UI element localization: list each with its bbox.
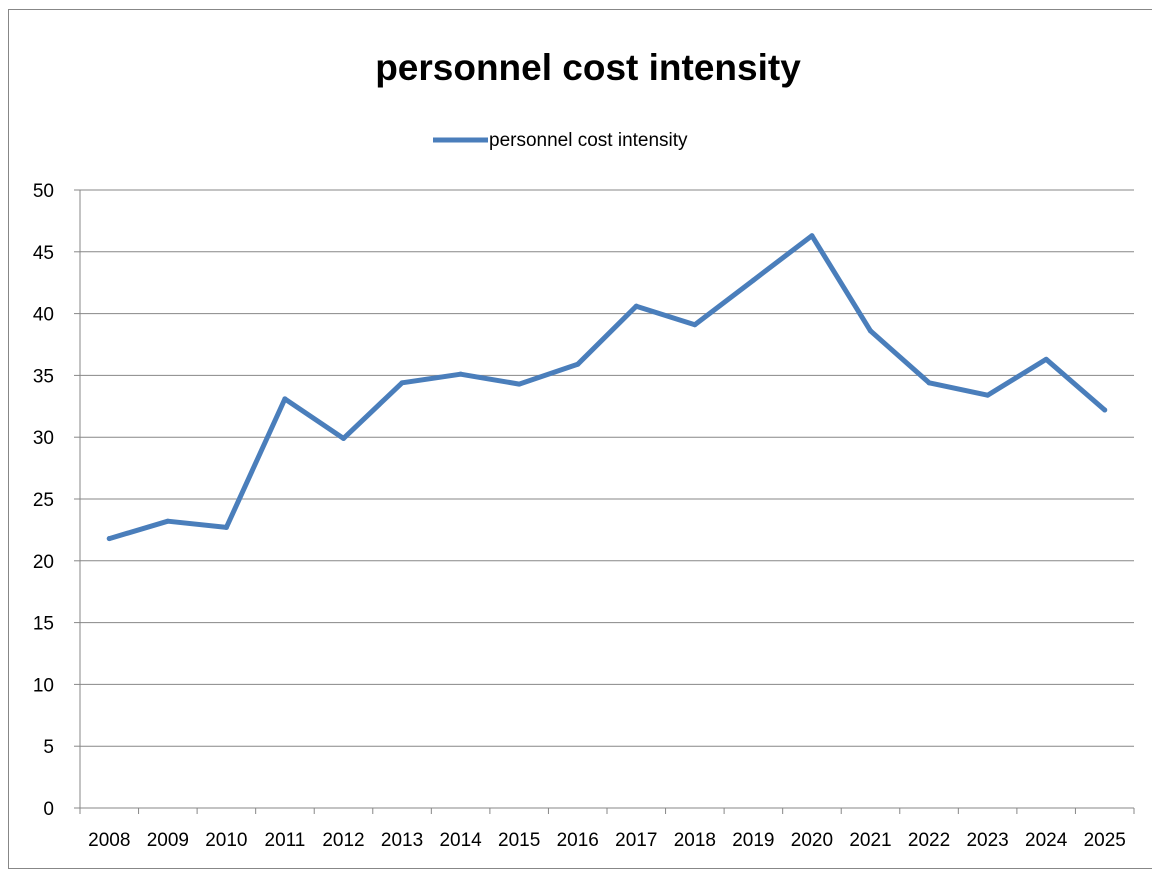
x-tick-label: 2018 [674,830,716,851]
y-axis-ticks: 0 5 10 15 20 25 30 35 40 45 50 [33,181,80,820]
x-tick-label: 2011 [265,830,306,851]
data-point [1043,356,1049,362]
y-tick-label: 45 [33,243,54,264]
y-tick-label: 5 [43,737,54,758]
x-axis-ticks: 2008 2009 2010 2011 2012 2013 2014 2015 2016 2017… [79,808,1135,851]
x-tick-label: 2013 [381,830,423,851]
data-point [165,518,171,524]
x-tick-label: 2017 [615,830,657,851]
y-tick-label: 10 [33,675,54,696]
data-point [282,396,288,402]
x-tick-label: 2015 [498,830,540,851]
x-tick-label: 2024 [1025,830,1068,851]
y-tick-label: 40 [33,305,54,326]
data-point [809,233,815,239]
data-point [458,371,464,377]
series-layer [106,233,1108,542]
y-tick-label: 20 [33,552,54,573]
data-point [692,322,698,328]
data-point [223,524,229,530]
x-tick-label: 2009 [147,830,189,851]
data-point [868,328,873,334]
x-tick-label: 2020 [791,830,833,851]
x-tick-label: 2025 [1084,830,1126,851]
x-tick-label: 2019 [732,830,774,851]
x-tick-label: 2014 [439,830,482,851]
legend: personnel cost intensity [433,130,688,151]
data-point [926,380,932,386]
chart-area [8,9,1152,869]
series-line [106,233,1108,542]
y-tick-label: 0 [43,799,54,820]
legend-label: personnel cost intensity [489,130,688,151]
gridlines [80,189,1134,747]
data-point [106,536,112,542]
data-point [750,277,756,283]
chart-title: personnel cost intensity [375,47,801,88]
x-tick-label: 2022 [908,830,950,851]
y-tick-label: 50 [33,181,54,202]
y-tick-label: 35 [33,366,54,387]
data-point [516,381,522,387]
data-point [341,435,346,441]
x-tick-label: 2008 [88,830,130,851]
x-tick-label: 2016 [557,830,599,851]
y-tick-label: 25 [33,490,54,511]
x-tick-label: 2021 [849,830,891,851]
data-point [985,392,991,398]
y-tick-label: 15 [33,614,54,635]
data-point [399,380,405,386]
x-tick-label: 2023 [966,830,1008,851]
data-point [633,303,639,309]
data-point [575,361,581,367]
x-tick-label: 2012 [322,830,364,851]
x-tick-label: 2010 [205,830,247,851]
data-point [1102,407,1108,413]
y-tick-label: 30 [33,428,54,449]
